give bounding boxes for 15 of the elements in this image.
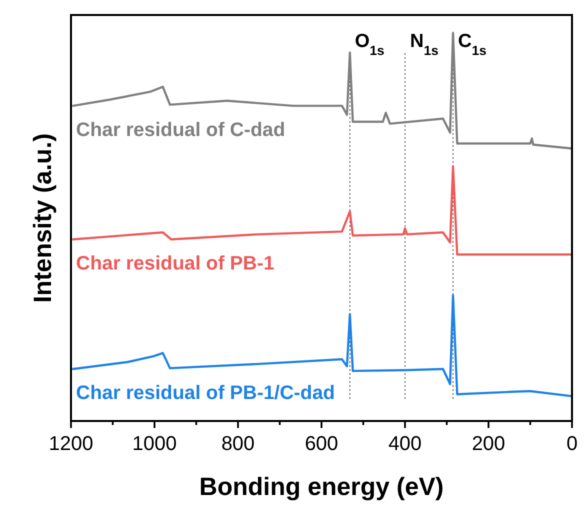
series-label: Char residual of PB-1/C-dad [76,382,335,404]
x-tick-label: 200 [472,433,506,455]
x-tick-label: 800 [221,433,255,455]
ref-line-label: N$_{1s}$ [410,31,439,58]
x-axis-title: Bonding energy (eV) [199,473,444,501]
x-tick-label: 0 [566,433,578,455]
ref-line-label: O$_{1s}$ [354,31,384,58]
x-tick-label: 600 [304,433,338,455]
x-tick-label: 1000 [132,433,177,455]
y-axis-title: Intensity (a.u.) [29,133,57,303]
series-label: Char residual of C-dad [76,118,286,141]
series-label: Char residual of PB-1 [76,252,274,274]
x-tick-label: 400 [388,433,422,455]
x-tick-label: 1200 [48,433,94,455]
ref-line-label: C$_{1s}$ [458,31,487,58]
